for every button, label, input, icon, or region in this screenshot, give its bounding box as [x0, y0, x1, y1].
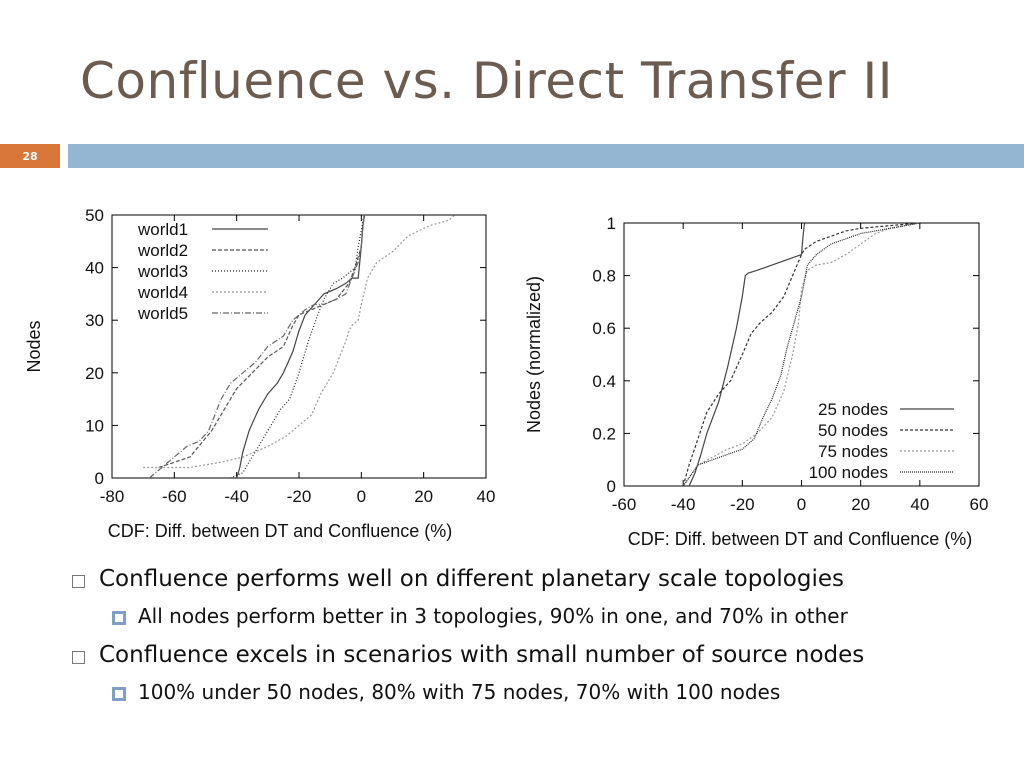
x-axis-label: CDF: Diff. between DT and Confluence (%) [108, 521, 453, 541]
bullet-marker [72, 575, 85, 588]
y-tick-label: 0 [607, 477, 616, 496]
header-bar [68, 144, 1024, 168]
legend-label: 75 nodes [818, 442, 888, 461]
legend-label: world4 [137, 283, 188, 302]
y-tick-label: 10 [85, 416, 104, 435]
chart-world-svg: -80 -60 -40 -20 0 20 40 0 10 20 30 40 50 CDF: Diff. b… [24, 206, 496, 541]
x-tick-label: 60 [970, 495, 989, 514]
legend-label: 50 nodes [818, 421, 888, 440]
slide-number: 28 [0, 144, 60, 168]
x-axis-label: CDF: Diff. between DT and Confluence (%) [628, 529, 973, 549]
x-tick-label: -60 [612, 495, 637, 514]
y-axis-label: Nodes (normalized) [524, 276, 544, 433]
bullet-text: Confluence performs well on different pl… [99, 566, 844, 592]
bullet-item: Confluence excels in scenarios with smal… [72, 642, 1012, 680]
legend-label: world3 [137, 262, 188, 281]
x-tick-label: 20 [851, 495, 870, 514]
y-tick-label: 0.4 [592, 372, 616, 391]
sub-bullet-marker [112, 687, 126, 701]
bullet-marker [72, 651, 85, 664]
y-tick-label: 0.6 [592, 319, 616, 338]
chart-world-topologies: -80 -60 -40 -20 0 20 40 0 10 20 30 40 50 CDF: Diff. b… [20, 195, 520, 559]
x-tick-label: -40 [671, 495, 696, 514]
series-line-world3 [230, 214, 366, 479]
x-tick-label: -60 [162, 487, 187, 506]
y-tick-label: 0.8 [592, 267, 616, 286]
x-tick-label: -40 [224, 487, 249, 506]
y-tick-label: 0.2 [592, 424, 616, 443]
x-tick-label: -20 [730, 495, 755, 514]
bullet-item: Confluence performs well on different pl… [72, 566, 1012, 604]
x-tick-label: 40 [477, 487, 496, 506]
slide-title: Confluence vs. Direct Transfer II [80, 52, 893, 110]
x-tick-label: 0 [797, 495, 806, 514]
legend-label: world5 [137, 304, 188, 323]
legend-label: world2 [137, 241, 188, 260]
chart-nodes-svg: -60 -40 -20 0 20 40 60 0 0.2 0.4 0.6 0.8 1 CDF: Diff.… [524, 214, 989, 549]
bullet-list: Confluence performs well on different pl… [72, 566, 1012, 718]
plot-frame [623, 222, 980, 487]
legend-label: 100 nodes [809, 463, 888, 482]
series-line-world5 [149, 214, 366, 479]
y-tick-label: 1 [607, 214, 616, 233]
y-tick-label: 30 [85, 311, 104, 330]
sub-bullet-item: All nodes perform better in 3 topologies… [112, 604, 1012, 642]
x-tick-label: 0 [357, 487, 366, 506]
sub-bullet-item: 100% under 50 nodes, 80% with 75 nodes, … [112, 680, 1012, 718]
bullet-text: Confluence excels in scenarios with smal… [99, 642, 865, 668]
series-line-50-nodes [682, 222, 920, 487]
series-line-25-nodes [688, 222, 806, 487]
legend-label: 25 nodes [818, 400, 888, 419]
x-tick-label: -20 [287, 487, 312, 506]
x-tick-label: 40 [910, 495, 929, 514]
series-line-100-nodes [682, 222, 920, 487]
series-line-world2 [158, 214, 366, 469]
y-tick-label: 50 [85, 206, 104, 225]
y-tick-label: 40 [85, 259, 104, 278]
sub-bullet-marker [112, 611, 126, 625]
y-tick-label: 20 [85, 364, 104, 383]
y-tick-label: 0 [95, 469, 104, 488]
series-line-world1 [236, 214, 366, 479]
legend-label: world1 [137, 220, 188, 239]
series-line-world4 [143, 214, 456, 469]
series-line-75-nodes [682, 222, 920, 487]
x-tick-label: 20 [414, 487, 433, 506]
sub-bullet-text: 100% under 50 nodes, 80% with 75 nodes, … [138, 680, 781, 704]
chart-node-counts: -60 -40 -20 0 20 40 60 0 0.2 0.4 0.6 0.8 1 CDF: Diff.… [520, 195, 1020, 559]
y-axis-label: Nodes [24, 320, 44, 372]
x-tick-label: -80 [100, 487, 125, 506]
sub-bullet-text: All nodes perform better in 3 topologies… [138, 604, 848, 628]
